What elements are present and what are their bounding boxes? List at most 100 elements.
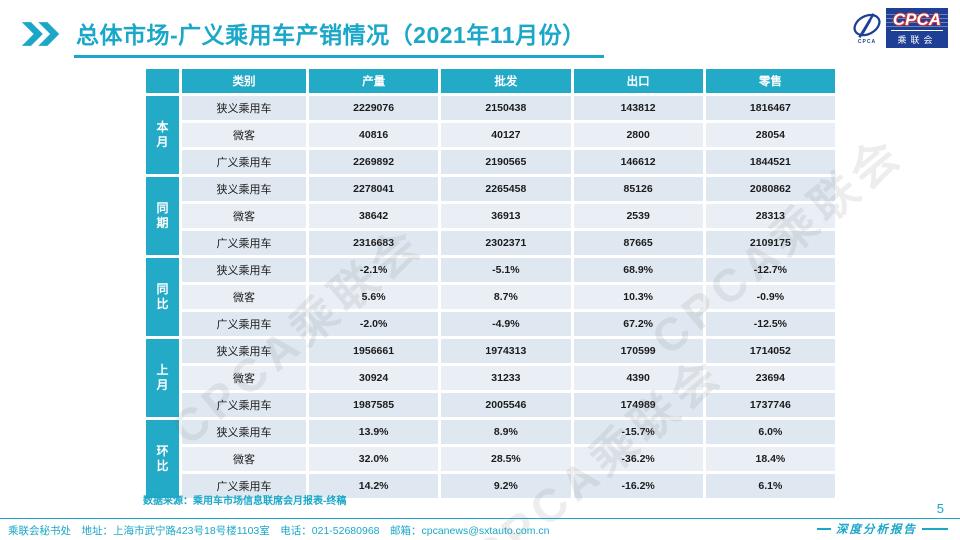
value-cell: 2150438 xyxy=(441,96,571,120)
value-cell: 28054 xyxy=(705,123,835,147)
page-number: 5 xyxy=(936,501,944,516)
column-header: 类别 xyxy=(182,69,306,93)
category-cell: 广义乘用车 xyxy=(182,150,306,174)
table-row: 广义乘用车 2316683 2302371 87665 2109175 xyxy=(146,231,835,255)
value-cell: 1737746 xyxy=(705,393,835,417)
value-cell: 67.2% xyxy=(573,312,703,336)
source-note: 数据来源：乘用车市场信息联席会月报表-终稿 xyxy=(143,496,347,507)
cpca-logo: CPCA CPCA 乘联会 xyxy=(850,8,948,48)
cpca-emblem: CPCA xyxy=(850,11,884,45)
value-cell: 18.4% xyxy=(705,447,835,471)
row-group-label: 环 比 xyxy=(146,420,179,498)
value-cell: 2800 xyxy=(573,123,703,147)
value-cell: 1714052 xyxy=(705,339,835,363)
logo-acronym: CPCA xyxy=(890,9,944,31)
value-cell: 2080862 xyxy=(705,177,835,201)
value-cell: 87665 xyxy=(573,231,703,255)
value-cell: 85126 xyxy=(573,177,703,201)
category-cell: 狭义乘用车 xyxy=(182,258,306,282)
value-cell: -0.9% xyxy=(705,285,835,309)
value-cell: -4.9% xyxy=(441,312,571,336)
cpca-emblem-icon xyxy=(853,13,881,38)
value-cell: 1974313 xyxy=(441,339,571,363)
value-cell: 68.9% xyxy=(573,258,703,282)
value-cell: 2265458 xyxy=(441,177,571,201)
value-cell: -2.0% xyxy=(309,312,439,336)
value-cell: 2539 xyxy=(573,204,703,228)
value-cell: -36.2% xyxy=(573,447,703,471)
value-cell: 170599 xyxy=(573,339,703,363)
category-cell: 广义乘用车 xyxy=(182,231,306,255)
table-row: 微客 38642 36913 2539 28313 xyxy=(146,204,835,228)
value-cell: 2005546 xyxy=(441,393,571,417)
value-cell: 40127 xyxy=(441,123,571,147)
column-header: 零售 xyxy=(705,69,835,93)
value-cell: -16.2% xyxy=(573,474,703,498)
table-row: 微客 32.0% 28.5% -36.2% 18.4% xyxy=(146,447,835,471)
value-cell: -15.7% xyxy=(573,420,703,444)
value-cell: 31233 xyxy=(441,366,571,390)
header: 总体市场-广义乘用车产销情况（2021年11月份） xyxy=(20,16,604,58)
value-cell: 146612 xyxy=(573,150,703,174)
table-row: 同 比狭义乘用车 -2.1% -5.1% 68.9% -12.7% xyxy=(146,258,835,336)
column-header: 产量 xyxy=(309,69,439,93)
value-cell: -5.1% xyxy=(441,258,571,282)
data-table: 类别 产量 批发 出口 零售 本 月狭义乘用车 2229076 2150438 143812 1… xyxy=(143,66,838,501)
row-group-label: 同 比 xyxy=(146,258,179,336)
value-cell: 6.1% xyxy=(705,474,835,498)
value-cell: 5.6% xyxy=(309,285,439,309)
value-cell: 1844521 xyxy=(705,150,835,174)
table-row: 微客 30924 31233 4390 23694 xyxy=(146,366,835,390)
value-cell: 174989 xyxy=(573,393,703,417)
logo-org-name: 乘联会 xyxy=(897,34,937,45)
value-cell: 28.5% xyxy=(441,447,571,471)
value-cell: -12.7% xyxy=(705,258,835,282)
category-cell: 狭义乘用车 xyxy=(182,96,306,120)
footer-contact: 乘联会秘书处 地址：上海市武宁路423号18号楼1103室 电话：021-526… xyxy=(8,525,550,537)
table-row: 本 月狭义乘用车 2229076 2150438 143812 1816467 xyxy=(146,96,835,174)
category-cell: 微客 xyxy=(182,285,306,309)
category-cell: 狭义乘用车 xyxy=(182,339,306,363)
table-row: 广义乘用车 2269892 2190565 146612 1844521 xyxy=(146,150,835,174)
category-cell: 微客 xyxy=(182,366,306,390)
value-cell: 10.3% xyxy=(573,285,703,309)
value-cell: 2302371 xyxy=(441,231,571,255)
report-tag-dash xyxy=(817,528,831,530)
value-cell: -12.5% xyxy=(705,312,835,336)
value-cell: 13.9% xyxy=(309,420,439,444)
value-cell: 40816 xyxy=(309,123,439,147)
column-header: 出口 xyxy=(573,69,703,93)
table-row: 微客 5.6% 8.7% 10.3% -0.9% xyxy=(146,285,835,309)
category-cell: 微客 xyxy=(182,123,306,147)
row-group-label: 同 期 xyxy=(146,177,179,255)
column-header: 批发 xyxy=(441,69,571,93)
value-cell: 2316683 xyxy=(309,231,439,255)
double-chevron-icon xyxy=(21,22,60,46)
value-cell: 2190565 xyxy=(441,150,571,174)
value-cell: 143812 xyxy=(573,96,703,120)
value-cell: 8.9% xyxy=(441,420,571,444)
category-cell: 狭义乘用车 xyxy=(182,420,306,444)
value-cell: 28313 xyxy=(705,204,835,228)
value-cell: 9.2% xyxy=(441,474,571,498)
value-cell: 8.7% xyxy=(441,285,571,309)
value-cell: 2278041 xyxy=(309,177,439,201)
table-row: 广义乘用车 14.2% 9.2% -16.2% 6.1% xyxy=(146,474,835,498)
page-title: 总体市场-广义乘用车产销情况（2021年11月份） xyxy=(74,16,604,58)
row-group-label: 本 月 xyxy=(146,96,179,174)
category-cell: 广义乘用车 xyxy=(182,393,306,417)
table-row: 上 月狭义乘用车 1956661 1974313 170599 1714052 xyxy=(146,339,835,417)
value-cell: 38642 xyxy=(309,204,439,228)
row-group-label: 上 月 xyxy=(146,339,179,417)
table-corner-cell xyxy=(146,69,179,93)
category-cell: 广义乘用车 xyxy=(182,312,306,336)
value-cell: 2109175 xyxy=(705,231,835,255)
value-cell: 36913 xyxy=(441,204,571,228)
category-cell: 狭义乘用车 xyxy=(182,177,306,201)
value-cell: 1987585 xyxy=(309,393,439,417)
cpca-logo-box: CPCA 乘联会 xyxy=(886,8,948,48)
report-tag-label: 深度分析报告 xyxy=(836,522,917,536)
table-row: 同 期狭义乘用车 2278041 2265458 85126 2080862 xyxy=(146,177,835,255)
value-cell: 1816467 xyxy=(705,96,835,120)
